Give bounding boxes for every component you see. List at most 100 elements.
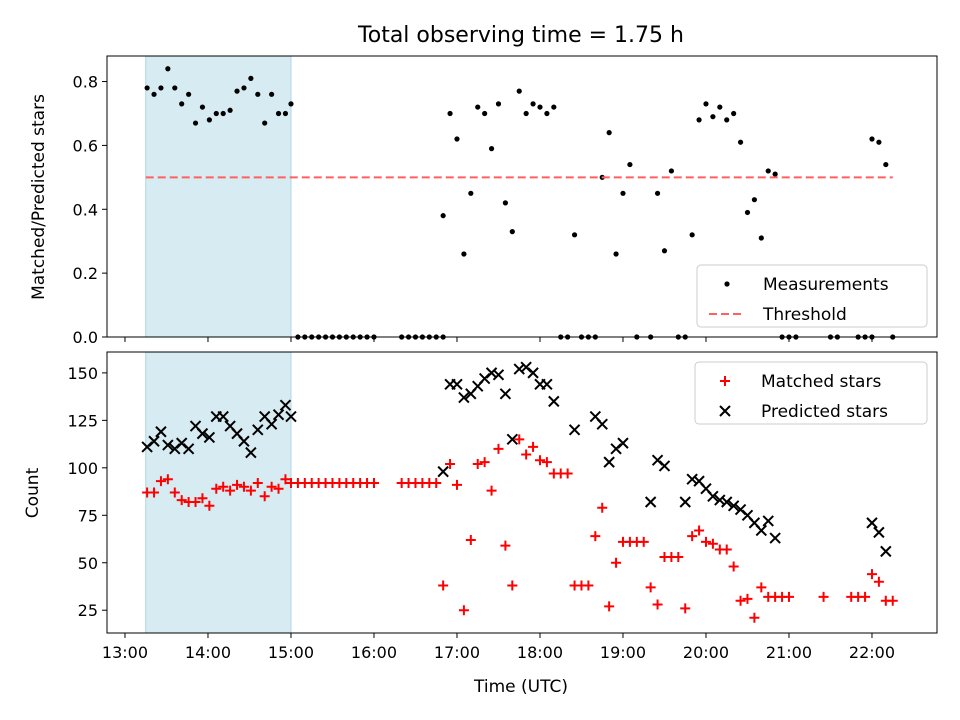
bottom-matched-stars-point xyxy=(562,468,573,479)
bottom-predicted-stars-point xyxy=(196,427,209,440)
top-measurements-point xyxy=(151,91,157,97)
top-measurements-point xyxy=(468,190,474,196)
bottom-predicted-stars-point xyxy=(155,426,167,438)
bottom-predicted-stars-point xyxy=(617,437,629,449)
bottom-matched-stars-point xyxy=(225,485,236,496)
top-measurements-point xyxy=(509,229,515,235)
x-tick-label: 22:00 xyxy=(849,643,895,662)
bottom-predicted-stars-point xyxy=(238,435,250,447)
bottom-predicted-stars-point xyxy=(679,496,691,508)
bottom-matched-stars-point xyxy=(438,580,449,591)
bottom-matched-stars-point xyxy=(169,487,180,498)
bottom-predicted-stars-point xyxy=(182,443,195,455)
bottom-matched-stars-point xyxy=(534,455,545,466)
bottom-matched-stars-point xyxy=(190,496,201,507)
top-measurements-point xyxy=(765,168,771,174)
bottom-y-axis-label: Count xyxy=(23,467,43,518)
bottom-matched-stars-point xyxy=(590,531,601,542)
bottom-predicted-stars-point xyxy=(658,460,671,472)
chart-title: Total observing time = 1.75 h xyxy=(357,23,684,48)
top-measurements-point xyxy=(241,85,247,91)
bottom-plot-area: 25 50 75 100 125 150 13:00 14:00 15:00 16:00 17:00… xyxy=(67,351,938,662)
top-legend: Measurements Threshold xyxy=(696,264,928,328)
bottom-matched-stars-point xyxy=(204,500,215,511)
bottom-matched-stars-point xyxy=(604,601,615,612)
bottom-legend-box xyxy=(694,361,928,425)
top-measurements-point xyxy=(461,251,467,257)
top-measurements-point xyxy=(731,110,737,117)
bottom-matched-stars-point xyxy=(721,544,732,555)
bottom-matched-stars-point xyxy=(521,449,532,460)
top-measurements-point xyxy=(220,110,226,117)
bottom-matched-stars-point xyxy=(507,580,518,591)
x-tick-label: 17:00 xyxy=(434,643,480,662)
top-measurements-point xyxy=(255,91,261,97)
bottom-matched-stars-point xyxy=(749,612,760,623)
top-measurements-point xyxy=(883,161,889,168)
top-y-tick-label: 0.4 xyxy=(73,200,98,219)
top-legend-label: Measurements xyxy=(763,275,889,295)
bottom-legend-label: Predicted stars xyxy=(761,402,888,422)
top-measurements-point xyxy=(206,117,212,123)
top-y-tick-label: 0.8 xyxy=(73,73,98,92)
bottom-matched-stars-point xyxy=(176,495,187,506)
bottom-matched-stars-point xyxy=(756,582,767,593)
top-measurements-point xyxy=(724,117,730,123)
bottom-legend-label: Matched stars xyxy=(761,372,881,392)
bottom-y-tick-label: 50 xyxy=(78,554,98,573)
top-measurements-point xyxy=(654,190,661,196)
bottom-matched-stars-point xyxy=(155,476,166,487)
top-measurements-point xyxy=(248,75,254,81)
bottom-matched-stars-point xyxy=(700,536,711,547)
bottom-predicted-stars-point xyxy=(513,363,525,375)
top-measurements-point xyxy=(454,136,460,142)
top-shaded-interval xyxy=(145,55,292,338)
top-measurements-point xyxy=(282,110,289,117)
bottom-matched-stars-point xyxy=(197,493,208,504)
top-measurements-point xyxy=(620,190,626,196)
bottom-matched-stars-point xyxy=(238,481,249,492)
bottom-matched-stars-point xyxy=(280,474,291,485)
bottom-matched-stars-point xyxy=(479,457,490,468)
x-tick-label: 18:00 xyxy=(517,643,563,662)
bottom-y-tick-label: 125 xyxy=(67,411,98,430)
bottom-predicted-stars-point xyxy=(541,378,553,390)
top-measurements-point xyxy=(440,213,446,219)
top-measurements-point xyxy=(606,130,612,136)
top-measurements-point xyxy=(530,101,536,107)
bottom-y-tick-label: 75 xyxy=(78,506,98,525)
bottom-matched-stars-point xyxy=(860,591,871,602)
top-measurements-point xyxy=(179,101,185,107)
x-tick-label: 15:00 xyxy=(268,643,314,662)
bottom-matched-stars-point xyxy=(252,478,263,489)
top-measurements-point xyxy=(199,104,206,110)
bottom-y-tick-label: 150 xyxy=(67,364,98,383)
x-tick-label: 14:00 xyxy=(185,643,231,662)
top-measurements-point xyxy=(495,101,502,107)
bottom-predicted-stars-point xyxy=(252,424,264,436)
bottom-legend-marker xyxy=(719,405,731,417)
bottom-predicted-stars-point xyxy=(727,500,740,512)
top-measurements-point xyxy=(288,101,294,107)
top-measurements-point xyxy=(447,110,453,117)
top-measurements-point xyxy=(869,136,875,142)
top-plot-area: 0.0 0.2 0.4 0.6 0.8 Measurements Threshold xyxy=(73,55,938,347)
top-measurements-point xyxy=(703,101,709,107)
bottom-axes-frame xyxy=(106,351,938,634)
x-tick-label: 21:00 xyxy=(766,643,812,662)
top-measurements-point xyxy=(689,232,695,238)
bottom-matched-stars-point xyxy=(611,557,622,568)
bottom-predicted-stars-point xyxy=(265,418,278,430)
bottom-matched-stars-point xyxy=(597,502,608,513)
top-measurements-point xyxy=(165,66,171,72)
bottom-matched-stars-point xyxy=(218,481,229,492)
top-y-axis-label: Matched/Predicted stars xyxy=(29,94,49,300)
bottom-matched-stars-point xyxy=(687,531,698,542)
bottom-matched-stars-point xyxy=(500,540,511,551)
bottom-y-tick-label: 25 xyxy=(78,601,98,620)
bottom-predicted-stars-point xyxy=(755,524,768,537)
bottom-matched-stars-point xyxy=(514,434,525,445)
top-measurements-point xyxy=(696,117,702,123)
top-measurements-point xyxy=(758,235,764,241)
